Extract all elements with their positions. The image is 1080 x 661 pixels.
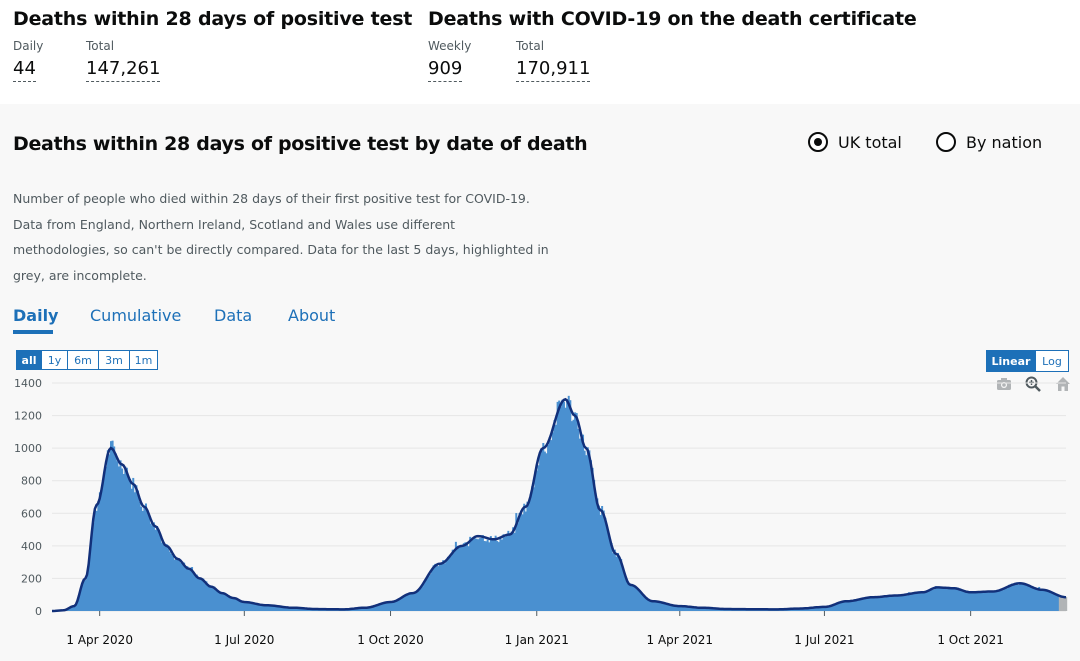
range-button-3m[interactable]: 3m — [98, 350, 130, 370]
tab-about[interactable]: About — [288, 306, 336, 325]
radio-uk-total[interactable]: UK total — [808, 132, 902, 152]
range-button-all[interactable]: all — [16, 350, 42, 370]
summary-right-heading: Deaths with COVID-19 on the death certif… — [428, 8, 917, 30]
radio-by-nation-label: By nation — [966, 132, 1043, 152]
daily-label: Daily — [13, 39, 44, 53]
radio-by-nation[interactable]: By nation — [936, 132, 1042, 152]
total-label: Total — [86, 39, 115, 53]
tab-data[interactable]: Data — [214, 306, 253, 325]
scale-button-log[interactable]: Log — [1035, 350, 1069, 372]
tab-cumulative[interactable]: Cumulative — [90, 306, 182, 325]
range-button-1m[interactable]: 1m — [129, 350, 158, 370]
tab-daily[interactable]: Daily — [13, 306, 59, 325]
certificate-total-value[interactable]: 170,911 — [516, 58, 591, 82]
weekly-value[interactable]: 909 — [428, 58, 463, 82]
summary-left-heading: Deaths within 28 days of positive test — [13, 8, 413, 30]
scale-button-linear[interactable]: Linear — [986, 350, 1036, 372]
range-button-6m[interactable]: 6m — [67, 350, 99, 370]
range-button-1y[interactable]: 1y — [41, 350, 68, 370]
chart-description: Number of people who died within 28 days… — [13, 191, 549, 283]
camera-icon[interactable] — [996, 376, 1012, 392]
daily-value[interactable]: 44 — [13, 58, 36, 82]
chart-card-title: Deaths within 28 days of positive test b… — [13, 133, 588, 155]
summary-panel — [0, 0, 1080, 104]
total-value[interactable]: 147,261 — [86, 58, 161, 82]
certificate-total-label: Total — [516, 39, 545, 53]
weekly-label: Weekly — [428, 39, 472, 53]
zoom-icon[interactable] — [1025, 376, 1041, 392]
active-tab-underline — [13, 330, 53, 334]
radio-selected-icon — [808, 132, 828, 152]
radio-uk-total-label: UK total — [838, 132, 902, 152]
home-icon[interactable] — [1055, 376, 1071, 392]
radio-unselected-icon — [936, 132, 956, 152]
